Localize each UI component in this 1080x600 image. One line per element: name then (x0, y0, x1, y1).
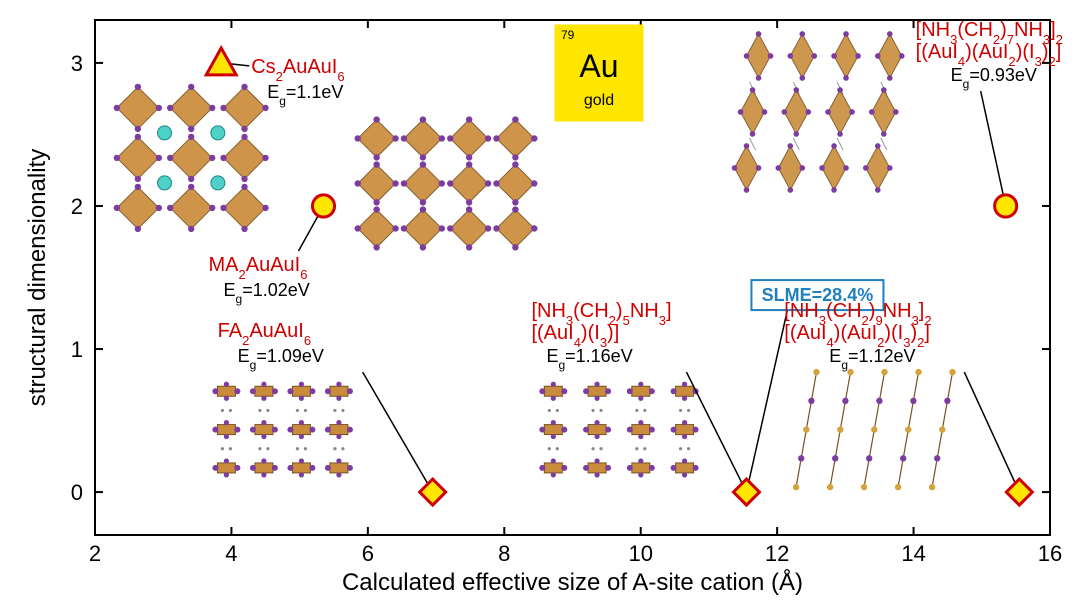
eg-c5: Eg=1.16eV (546, 346, 632, 372)
marker-ma (312, 195, 334, 217)
leader-fa (363, 372, 433, 492)
x-tick-label: 8 (498, 541, 510, 566)
x-axis-label: Calculated effective size of A-site cati… (342, 568, 803, 596)
x-tick-label: 16 (1038, 541, 1062, 566)
marker-cs (206, 48, 236, 75)
point-cs: Cs2AuAuI6Eg=1.1eV (206, 48, 344, 108)
leader-c7 (981, 91, 1006, 206)
au-name: gold (584, 92, 614, 109)
x-tick-label: 10 (628, 541, 652, 566)
x-tick-label: 14 (901, 541, 925, 566)
point-c7: [NH3(CH2)7NH3]2[(AuI4)(AuI2)(I3)2]Eg=0.9… (916, 19, 1063, 217)
structure-thumb-fa (212, 382, 352, 478)
eg-c9: Eg=1.12eV (829, 346, 915, 372)
y-tick-label: 3 (71, 51, 83, 76)
point-c5: [NH3(CH2)5NH3][(AuI4)(I3)]Eg=1.16eV (531, 300, 759, 505)
structure-thumb-c7 (732, 31, 905, 193)
y-tick-label: 0 (71, 480, 83, 505)
structure-thumb-c9 (793, 369, 956, 490)
x-tick-label: 12 (765, 541, 789, 566)
eg-cs: Eg=1.1eV (267, 82, 343, 108)
marker-fa (420, 479, 446, 505)
dimensionality-vs-cation-size-chart: 2468101214160123Calculated effective siz… (0, 0, 1080, 600)
marker-c5 (733, 479, 759, 505)
x-tick-label: 2 (89, 541, 101, 566)
structure-thumb-ma (355, 116, 538, 250)
point-fa: FA2AuAuI6Eg=1.09eV (218, 320, 446, 505)
au-element-card: 79 Au gold (555, 25, 643, 121)
au-symbol: Au (579, 48, 618, 84)
au-number: 79 (561, 28, 575, 42)
x-tick-label: 6 (362, 541, 374, 566)
structure-thumb-c5 (539, 382, 698, 478)
x-tick-label: 4 (225, 541, 237, 566)
point-c9: [NH3(CH2)9NH3]2[(AuI4)(AuI2)(I3)2]Eg=1.1… (784, 300, 1032, 505)
compound-label: FA2AuAuI6 (218, 320, 311, 348)
y-tick-label: 2 (71, 194, 83, 219)
structure-thumb-cs (114, 84, 269, 232)
marker-c7 (995, 195, 1017, 217)
leader-c9 (964, 372, 1019, 492)
compound-label: MA2AuAuI6 (209, 254, 308, 282)
eg-fa: Eg=1.09eV (238, 346, 324, 372)
y-axis-label: structural dimensionality (24, 149, 51, 406)
marker-c9 (1006, 479, 1032, 505)
y-tick-label: 1 (71, 337, 83, 362)
compound-label: Cs2AuAuI6 (251, 56, 344, 84)
eg-ma: Eg=1.02eV (224, 280, 310, 306)
eg-c7: Eg=0.93eV (951, 65, 1037, 91)
